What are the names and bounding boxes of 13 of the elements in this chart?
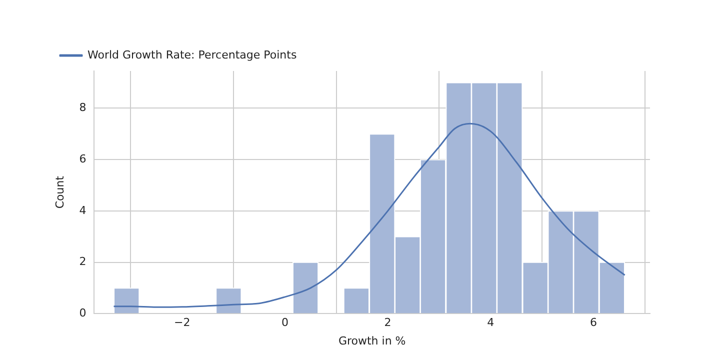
y-tick-label: 4	[79, 204, 86, 217]
x-tick-label: −2	[174, 316, 190, 330]
y-tick-label: 0	[79, 306, 86, 320]
y-axis-title: Count	[53, 175, 66, 209]
x-axis-title: Growth in %	[338, 334, 406, 348]
y-tick-label: 2	[79, 255, 86, 268]
x-tick-label: 2	[384, 316, 392, 330]
legend-label: World Growth Rate: Percentage Points	[88, 48, 297, 62]
x-tick-label: 0	[281, 316, 288, 330]
x-tick-label: 6	[590, 316, 597, 330]
y-tick-label: 6	[79, 152, 86, 166]
y-tick-label: 8	[79, 101, 86, 114]
x-tick-label: 4	[487, 316, 494, 330]
